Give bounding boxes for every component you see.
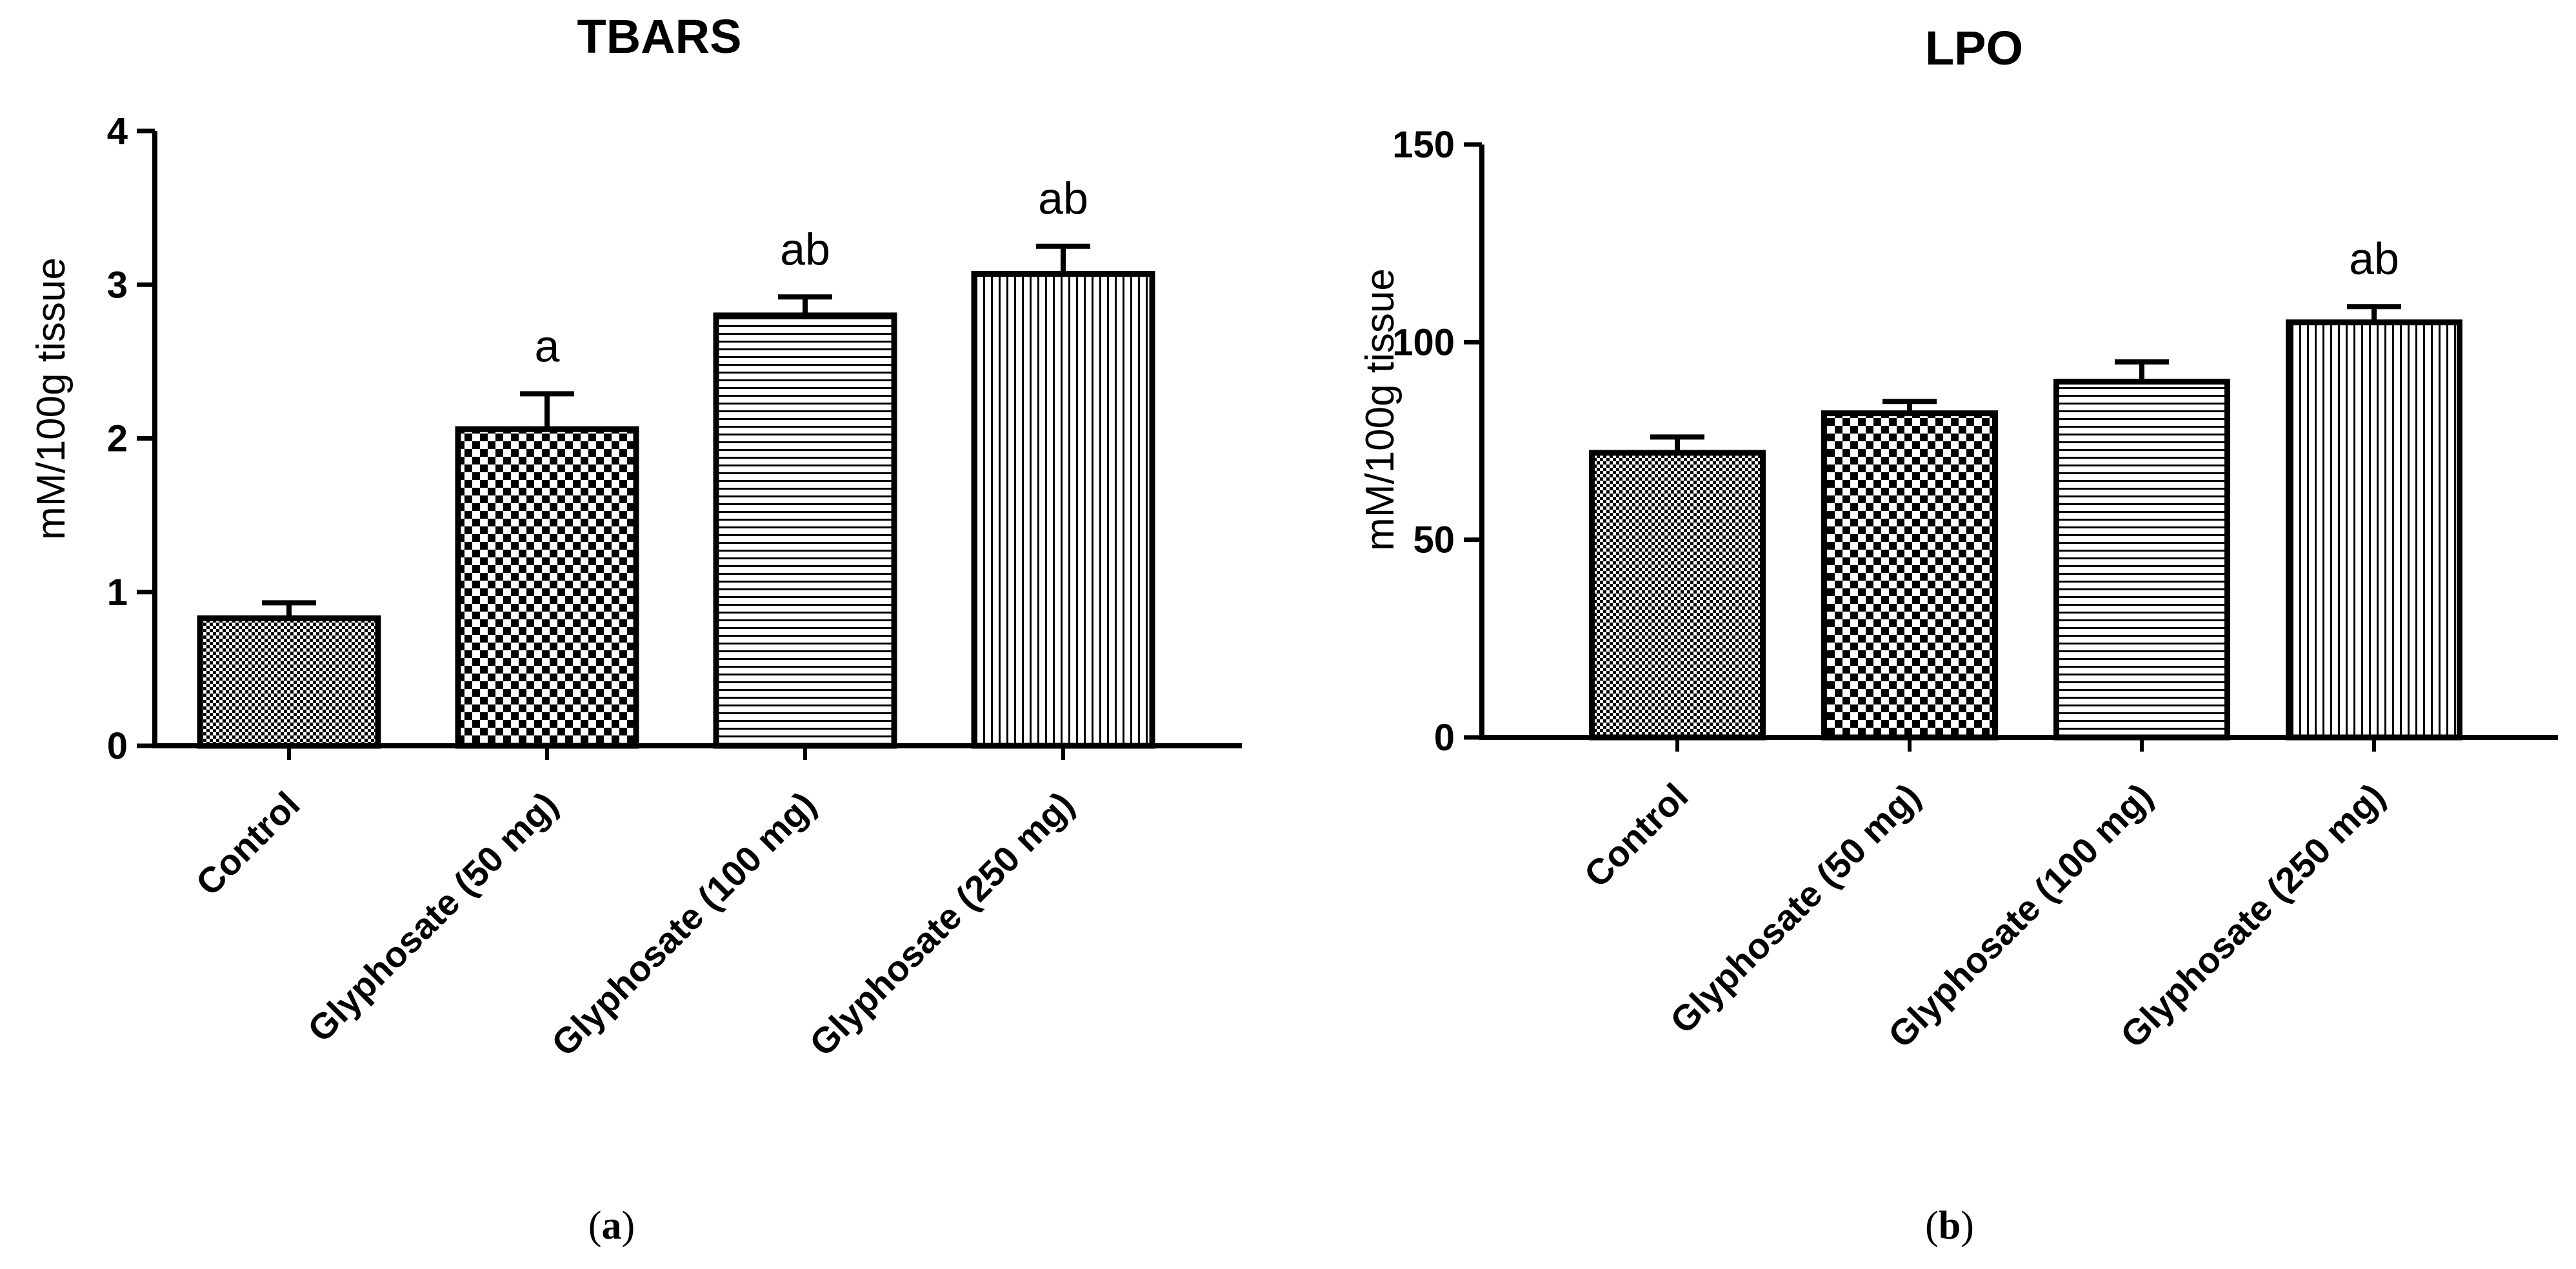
panel-caption-open: ( bbox=[1925, 1204, 1939, 1248]
category-label: Glyphosate (250 mg) bbox=[801, 784, 1081, 1064]
y-tick-label: 3 bbox=[107, 264, 128, 306]
category-label: Control bbox=[1576, 775, 1695, 895]
bar bbox=[971, 271, 1155, 749]
y-tick-label: 2 bbox=[107, 418, 128, 460]
significance-label: ab bbox=[1038, 174, 1088, 224]
y-tick-label: 0 bbox=[1434, 717, 1455, 759]
plot-area: Control a Glyphosate (50 mg) ab Glyphosate (… bbox=[107, 110, 1242, 1064]
category-label: Glyphosate (100 mg) bbox=[543, 784, 823, 1064]
y-tick-label: 0 bbox=[107, 725, 128, 767]
y-tick-label: 100 bbox=[1392, 321, 1455, 363]
chart-title: LPO bbox=[1925, 21, 2023, 75]
panel-caption-close: ) bbox=[622, 1204, 635, 1248]
y-tick-label: 50 bbox=[1413, 519, 1455, 561]
significance-label: a bbox=[535, 321, 560, 371]
y-axis-label: mM/100g tissue bbox=[1358, 268, 1403, 551]
category-label: Glyphosate (100 mg) bbox=[1880, 775, 2160, 1055]
bar bbox=[455, 426, 639, 749]
panel-caption-close: ) bbox=[1961, 1204, 1974, 1248]
y-tick-label: 150 bbox=[1392, 124, 1455, 166]
significance-label: ab bbox=[780, 224, 830, 274]
panel-caption: (b) bbox=[1925, 1204, 1974, 1248]
y-axis-label: mM/100g tissue bbox=[29, 257, 74, 540]
bar bbox=[2053, 379, 2230, 741]
y-tick-label: 1 bbox=[107, 572, 128, 614]
panel-caption-letter: b bbox=[1939, 1204, 1961, 1248]
significance-label: ab bbox=[2349, 234, 2399, 284]
chart-title: TBARS bbox=[577, 10, 742, 63]
panel-caption-open: ( bbox=[588, 1204, 602, 1248]
bar bbox=[2286, 319, 2462, 741]
y-tick-label: 4 bbox=[107, 110, 128, 152]
panel-caption-letter: a bbox=[602, 1204, 622, 1248]
category-label: Glyphosate (50 mg) bbox=[1662, 775, 1928, 1041]
bar bbox=[713, 312, 897, 749]
bar bbox=[197, 615, 381, 749]
chart-panel-tbars: TBARS mM/100g tissue Control a Glyphosate … bbox=[29, 10, 1242, 1248]
panel-caption: (a) bbox=[588, 1204, 635, 1248]
category-label: Glyphosate (50 mg) bbox=[299, 784, 565, 1050]
category-label: Control bbox=[188, 784, 307, 903]
bar bbox=[1589, 450, 1766, 741]
bar bbox=[1821, 410, 1998, 741]
category-label: Glyphosate (250 mg) bbox=[2112, 775, 2392, 1055]
